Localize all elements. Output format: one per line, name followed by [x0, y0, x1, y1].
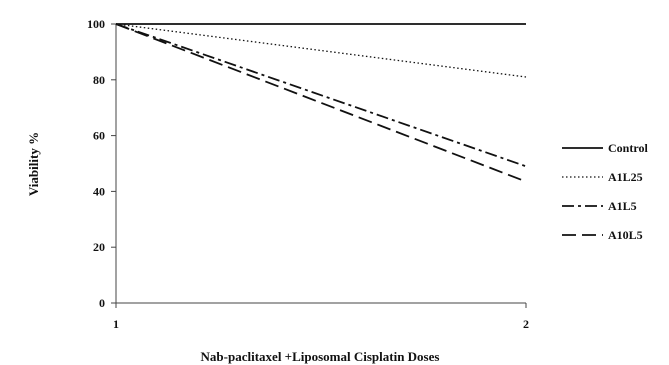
legend-item-control: Control: [562, 141, 648, 155]
series-line-a1l25: [115, 23, 527, 78]
legend-label: A1L25: [608, 170, 643, 184]
legend: Control A1L25 A1L5 A10L5: [562, 141, 648, 242]
y-tick-label: 100: [87, 17, 105, 31]
y-tick-label: 0: [99, 296, 105, 310]
legend-item-a10l5: A10L5: [562, 228, 643, 242]
x-axis-title: Nab-paclitaxel +Liposomal Cisplatin Dose…: [201, 349, 440, 364]
y-tick-label: 20: [93, 240, 105, 254]
y-tick-label: 40: [93, 184, 105, 198]
y-tick-label: 80: [93, 73, 105, 87]
x-tick-label: 2: [523, 317, 529, 331]
series-line-a10l5: [115, 23, 527, 183]
legend-label: A10L5: [608, 228, 643, 242]
plot-area: 0 20 40 60 80 100 1 2: [87, 17, 529, 331]
series-line-a1l5: [115, 23, 527, 168]
legend-label: Control: [608, 141, 648, 155]
x-tick-label: 1: [113, 317, 119, 331]
y-axis-title: Viability %: [26, 132, 41, 196]
y-tick-label: 60: [93, 129, 105, 143]
legend-label: A1L5: [608, 199, 637, 213]
legend-item-a1l5: A1L5: [562, 199, 637, 213]
legend-item-a1l25: A1L25: [562, 170, 643, 184]
